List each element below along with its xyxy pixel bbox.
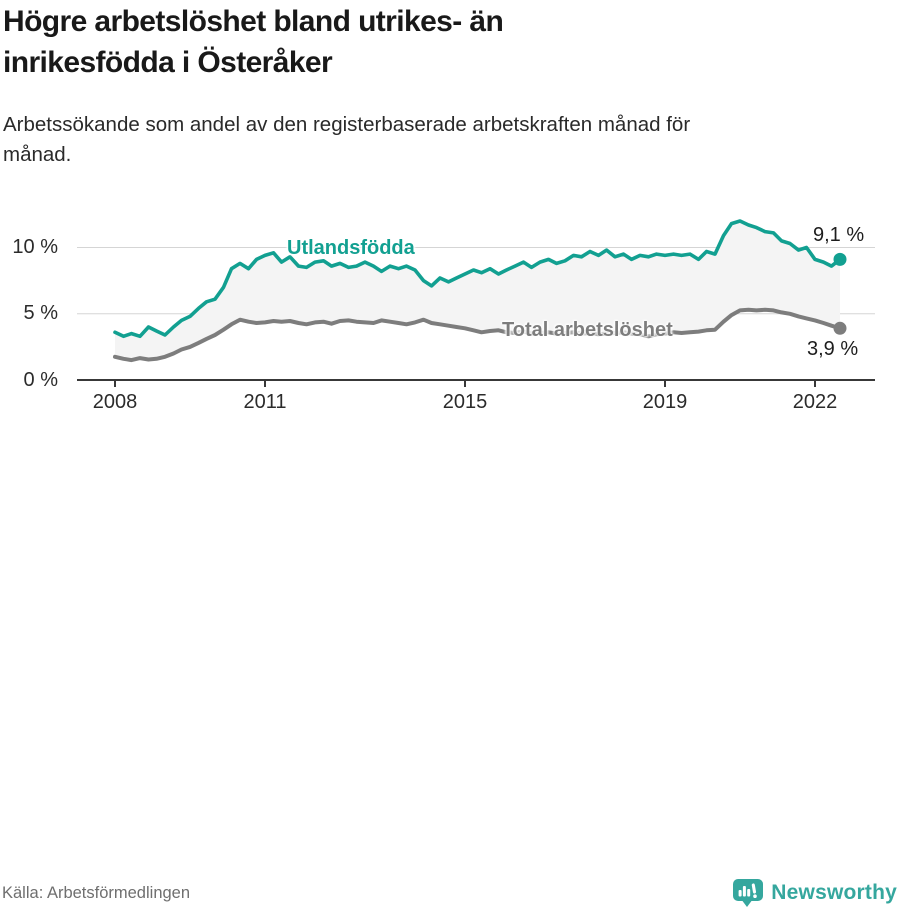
end-value-label-utlandsfodda: 9,1 % — [813, 224, 865, 246]
chart-title-line1: Högre arbetslöshet bland utrikes- än — [3, 5, 504, 38]
x-axis-label: 2015 — [442, 391, 488, 413]
series-label-total-arbetsloshet: Total arbetslöshet — [502, 319, 673, 341]
x-axis-label: 2022 — [792, 391, 838, 413]
series-label-utlandsfodda: Utlandsfödda — [287, 237, 415, 259]
y-axis-label: 5 % — [23, 302, 58, 325]
end-dot-utlandsfodda — [833, 252, 847, 266]
series-line-total-arbetsloshet — [113, 307, 842, 363]
x-axis-label: 2019 — [642, 391, 688, 413]
chart-footer: Källa: Arbetsförmedlingen Newsworthy — [0, 438, 900, 907]
newsworthy-logo-text: Newsworthy — [771, 881, 897, 904]
end-dot-total-arbetsloshet — [833, 321, 847, 335]
chart-title: Högre arbetslöshet bland utrikes- än inr… — [3, 1, 504, 83]
chart-area: 0 % 5 % 10 % 2008 2011 2015 2019 2022 Utlandsföd… — [0, 208, 900, 423]
y-axis-label: 0 % — [23, 368, 58, 391]
chart-subtitle: Arbetssökande som andel av den registerb… — [3, 110, 690, 170]
chart-title-line2: inrikesfödda i Österåker — [3, 46, 333, 79]
series-line-utlandsfodda — [113, 219, 842, 339]
end-value-label-total-arbetsloshet: 3,9 % — [807, 338, 859, 360]
source-note: Källa: Arbetsförmedlingen — [2, 884, 191, 902]
x-axis-label: 2011 — [243, 391, 287, 413]
y-axis-label: 10 % — [12, 236, 58, 258]
newsworthy-logo-icon — [733, 879, 764, 907]
area-between-series — [115, 221, 840, 361]
line-chart-svg — [77, 219, 875, 387]
x-axis-label: 2008 — [92, 391, 138, 413]
chart-subtitle-line2: månad. — [3, 143, 72, 166]
chart-subtitle-line1: Arbetssökande som andel av den registerb… — [3, 113, 691, 136]
newsworthy-logo: Newsworthy — [733, 879, 897, 907]
